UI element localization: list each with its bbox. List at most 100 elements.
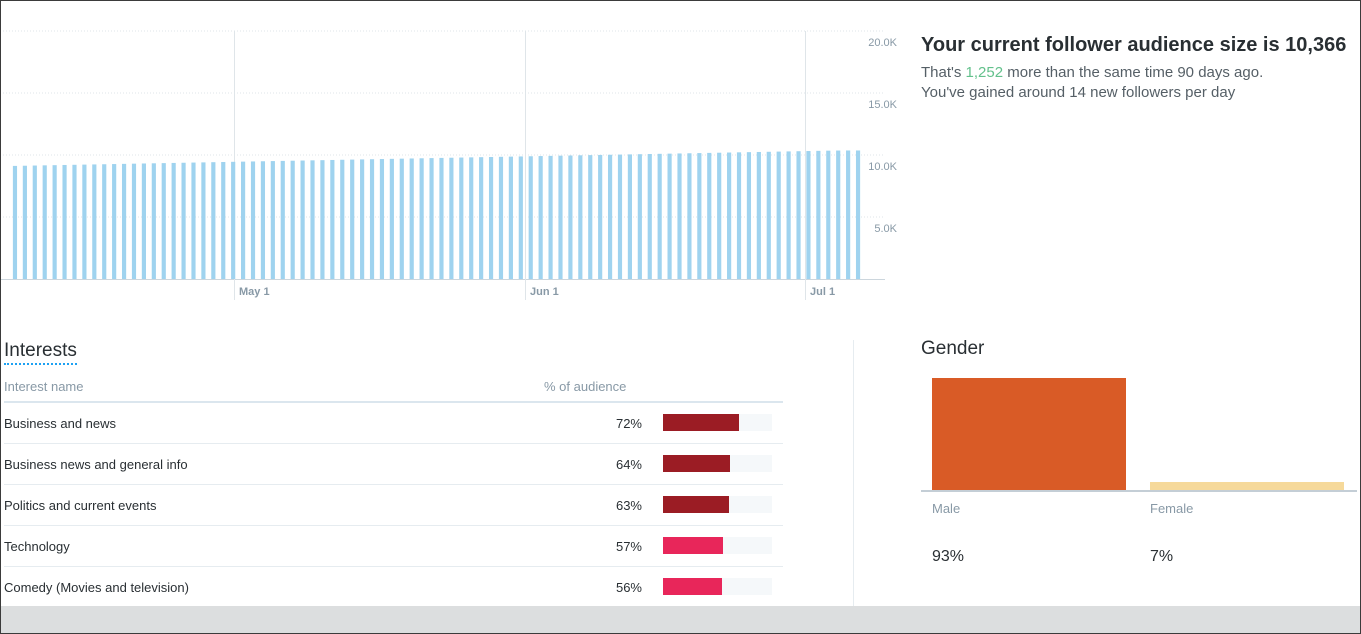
follower-bar[interactable] bbox=[389, 158, 394, 279]
x-tick-label: Jul 1 bbox=[810, 286, 835, 298]
follower-bar[interactable] bbox=[62, 164, 67, 279]
follower-bar[interactable] bbox=[558, 155, 563, 279]
follower-bar[interactable] bbox=[320, 160, 325, 279]
follower-bar[interactable] bbox=[677, 153, 682, 279]
follower-bar[interactable] bbox=[221, 162, 226, 279]
follower-bar[interactable] bbox=[181, 162, 186, 279]
follower-bar[interactable] bbox=[746, 152, 752, 279]
summary-daily-line: You've gained around 14 new followers pe… bbox=[921, 84, 1236, 101]
follower-bar[interactable] bbox=[627, 154, 632, 279]
follower-bar[interactable] bbox=[479, 157, 484, 279]
interests-title[interactable]: Interests bbox=[4, 340, 77, 365]
follower-bar[interactable] bbox=[469, 157, 474, 279]
follower-bar[interactable] bbox=[72, 164, 77, 279]
follower-bar[interactable] bbox=[855, 150, 861, 279]
follower-bar[interactable] bbox=[488, 156, 494, 279]
follower-bar[interactable] bbox=[826, 150, 831, 279]
follower-bar[interactable] bbox=[607, 154, 613, 279]
follower-bar[interactable] bbox=[756, 151, 761, 279]
follower-bar[interactable] bbox=[250, 161, 256, 279]
interest-row[interactable]: Comedy (Movies and television) 56% bbox=[4, 567, 783, 607]
follower-bar[interactable] bbox=[260, 161, 266, 279]
follower-bar[interactable] bbox=[568, 155, 573, 280]
summary-growth-prefix: That's bbox=[921, 64, 966, 81]
follower-bar[interactable] bbox=[637, 154, 642, 279]
follower-bar[interactable] bbox=[231, 161, 236, 279]
follower-bar[interactable] bbox=[588, 155, 593, 279]
follower-bar[interactable] bbox=[439, 157, 444, 279]
follower-summary: Your current follower audience size is 1… bbox=[921, 33, 1346, 103]
follower-bar[interactable] bbox=[201, 162, 206, 279]
follower-bar[interactable] bbox=[42, 165, 47, 279]
follower-bar[interactable] bbox=[131, 163, 137, 279]
follower-bar[interactable] bbox=[816, 150, 821, 279]
follower-bar[interactable] bbox=[300, 160, 305, 279]
follower-bar[interactable] bbox=[498, 156, 504, 279]
follower-bar[interactable] bbox=[241, 161, 246, 279]
follower-bar[interactable] bbox=[191, 162, 196, 279]
follower-bar[interactable] bbox=[310, 160, 315, 279]
follower-bar[interactable] bbox=[360, 159, 365, 279]
follower-bar[interactable] bbox=[379, 159, 385, 279]
follower-bar[interactable] bbox=[340, 159, 345, 279]
follower-bar[interactable] bbox=[578, 155, 583, 279]
follower-bar[interactable] bbox=[409, 158, 414, 279]
follower-bar[interactable] bbox=[141, 163, 146, 279]
follower-bar[interactable] bbox=[508, 156, 513, 279]
follower-bar[interactable] bbox=[121, 163, 127, 279]
follower-bar[interactable] bbox=[22, 165, 27, 279]
follower-bar[interactable] bbox=[776, 151, 781, 279]
follower-bar[interactable] bbox=[846, 150, 851, 279]
follower-bar[interactable] bbox=[280, 160, 285, 279]
follower-bar[interactable] bbox=[727, 152, 732, 279]
follower-bar[interactable] bbox=[459, 157, 464, 279]
interest-row[interactable]: Business and news 72% bbox=[4, 403, 783, 444]
follower-bar[interactable] bbox=[617, 154, 623, 279]
follower-bar[interactable] bbox=[449, 157, 454, 279]
follower-bar[interactable] bbox=[399, 158, 404, 279]
follower-bar[interactable] bbox=[161, 163, 166, 279]
interest-row[interactable]: Technology 57% bbox=[4, 526, 783, 567]
follower-bar[interactable] bbox=[687, 153, 692, 279]
follower-bar[interactable] bbox=[736, 152, 742, 279]
follower-bar[interactable] bbox=[171, 162, 176, 279]
follower-bar[interactable] bbox=[211, 162, 216, 279]
gender-bar-female[interactable] bbox=[1150, 482, 1344, 490]
follower-bar[interactable] bbox=[82, 164, 87, 279]
follower-bar[interactable] bbox=[151, 163, 156, 279]
follower-bar[interactable] bbox=[369, 159, 375, 279]
follower-bar[interactable] bbox=[548, 155, 553, 279]
follower-bar[interactable] bbox=[52, 165, 57, 279]
follower-bar[interactable] bbox=[697, 153, 702, 279]
follower-bar[interactable] bbox=[766, 151, 771, 279]
follower-bar[interactable] bbox=[429, 158, 434, 279]
interest-row[interactable]: Business news and general info 64% bbox=[4, 444, 783, 485]
follower-bar[interactable] bbox=[270, 161, 275, 279]
follower-bar[interactable] bbox=[102, 164, 107, 279]
follower-bar[interactable] bbox=[707, 152, 712, 279]
y-tick-label: 5.0K bbox=[874, 223, 897, 235]
follower-bar[interactable] bbox=[717, 152, 722, 279]
follower-bar[interactable] bbox=[330, 159, 335, 279]
gender-bar-male[interactable] bbox=[932, 378, 1126, 490]
interest-row[interactable]: Politics and current events 63% bbox=[4, 485, 783, 526]
follower-bar[interactable] bbox=[32, 165, 37, 279]
follower-bar[interactable] bbox=[647, 154, 652, 279]
follower-bar[interactable] bbox=[667, 153, 672, 279]
follower-bar[interactable] bbox=[518, 156, 523, 279]
follower-bar[interactable] bbox=[796, 151, 801, 279]
follower-bar[interactable] bbox=[112, 164, 117, 279]
follower-bar[interactable] bbox=[786, 151, 791, 279]
follower-bar[interactable] bbox=[92, 164, 97, 279]
follower-bar[interactable] bbox=[598, 154, 603, 279]
follower-bar[interactable] bbox=[538, 156, 543, 279]
follower-bar[interactable] bbox=[12, 165, 18, 279]
follower-bar[interactable] bbox=[350, 159, 355, 279]
interest-name: Business and news bbox=[4, 416, 117, 431]
follower-bar[interactable] bbox=[419, 158, 424, 279]
follower-bar[interactable] bbox=[836, 150, 841, 279]
follower-bar[interactable] bbox=[657, 153, 662, 279]
follower-bar[interactable] bbox=[290, 160, 295, 279]
follower-bar[interactable] bbox=[528, 156, 533, 279]
follower-bar[interactable] bbox=[806, 151, 811, 279]
